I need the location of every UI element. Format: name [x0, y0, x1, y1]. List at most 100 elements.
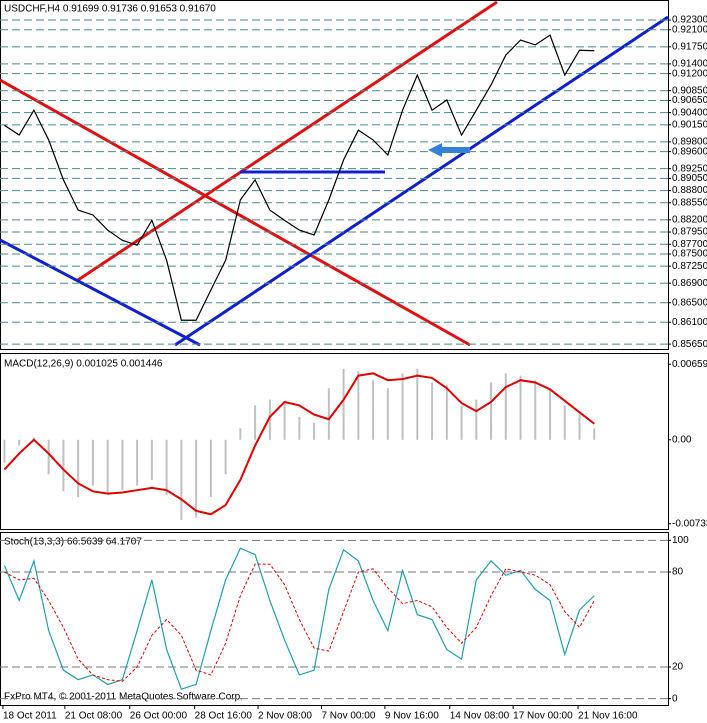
y-tick-label: 0.87250: [672, 261, 707, 272]
y-tick-label: 0.90150: [672, 119, 707, 130]
y-tick-label: 0.88550: [672, 197, 707, 208]
y-tick-label: 0.90850: [672, 85, 707, 96]
macd-bar: [563, 405, 566, 440]
macd-bar: [136, 439, 139, 486]
macd-bar: [298, 416, 301, 440]
macd-bar: [47, 439, 50, 475]
stoch-panel: [0, 532, 669, 706]
trendlines: [0, 0, 669, 347]
arrow: [428, 143, 470, 157]
y-tick-label: 0.88800: [672, 185, 707, 196]
x-tick-label: 7 Nov 00:00: [321, 711, 375, 722]
series-line: [4, 563, 595, 682]
macd-bar: [91, 439, 94, 486]
y-tick-label: 0.86500: [672, 297, 707, 308]
macd-bar: [519, 375, 522, 440]
macd-bar: [342, 368, 345, 440]
macd-bar: [460, 405, 463, 440]
blue-trendline: [174, 15, 669, 347]
x-tick-label: 9 Nov 16:00: [385, 711, 439, 722]
y-tick-label: 0.90400: [672, 107, 707, 118]
x-tick-label: 18 Oct 2011: [3, 711, 57, 722]
footer: FxPro MT4, © 2001-2011 MetaQuotes Softwa…: [4, 692, 243, 703]
macd-bar: [578, 414, 581, 440]
y-tick-label: 100: [672, 535, 689, 546]
macd-bar: [372, 380, 375, 440]
y-tick-label: 0: [672, 693, 678, 704]
macd-bar: [106, 439, 109, 493]
series-line: [4, 34, 595, 321]
series-line: [3, 547, 595, 690]
y-tick-label: 0.91200: [672, 68, 707, 79]
y-tick-label: 0.92100: [672, 24, 707, 35]
macd-bar: [18, 439, 21, 446]
y-tick-label: 0.92300: [672, 15, 707, 26]
y-tick-label: 0.006597: [672, 359, 707, 370]
y-tick-label: 0.89050: [672, 173, 707, 184]
macd-bar: [121, 439, 124, 491]
macd-title: MACD(12,26,9) 0.001025 0.001446: [4, 359, 163, 370]
macd-bar: [239, 428, 242, 440]
y-tick-label: 0.90650: [672, 95, 707, 106]
macd-bar: [431, 382, 434, 440]
macd-bar: [534, 380, 537, 440]
macd-bar: [504, 373, 507, 440]
macd-bar: [549, 388, 552, 440]
macd-bar: [209, 439, 212, 498]
macd-bar: [3, 439, 6, 463]
macd-bar: [254, 405, 257, 440]
y-tick-label: 0.00: [672, 434, 692, 445]
y-tick-label: 0.89600: [672, 146, 707, 157]
price-panel: [0, 0, 669, 350]
x-tick-label: 14 Nov 08:00: [450, 711, 510, 722]
red-trendline: [0, 78, 471, 347]
x-tick-label: 2 Nov 08:00: [258, 711, 312, 722]
macd-bar: [77, 439, 80, 498]
y-tick-label: 0.89800: [672, 137, 707, 148]
red-trendline: [77, 0, 498, 282]
macd-bar: [150, 439, 153, 480]
macd-bar: [416, 368, 419, 440]
y-tick-label: 0.86900: [672, 278, 707, 289]
macd-bar: [401, 373, 404, 440]
macd-bar: [224, 439, 227, 475]
macd-panel: [0, 353, 669, 530]
macd-bar: [475, 399, 478, 440]
macd-bar: [62, 439, 65, 492]
y-tick-label: 0.87500: [672, 249, 707, 260]
macd-bar: [283, 403, 286, 440]
y-tick-label: 0.85650: [672, 339, 707, 350]
y-tick-label: -0.007331: [672, 518, 707, 529]
y-tick-label: 0.91400: [672, 59, 707, 70]
blue-trendline: [0, 238, 201, 347]
macd-bar: [165, 439, 168, 495]
x-tick-label: 21 Nov 16:00: [578, 711, 638, 722]
x-tick-label: 21 Oct 08:00: [65, 711, 123, 722]
macd-bar: [313, 422, 316, 440]
macd-bar: [357, 371, 360, 440]
macd-bar: [593, 428, 596, 440]
macd-bar: [268, 399, 271, 440]
macd-bar: [445, 384, 448, 440]
x-tick-label: 17 Nov 00:00: [513, 711, 573, 722]
series-line: [3, 372, 595, 516]
y-tick-label: 0.88200: [672, 214, 707, 225]
x-tick-label: 28 Oct 16:00: [195, 711, 253, 722]
y-tick-label: 0.87700: [672, 239, 707, 250]
price-title: USDCHF,H4 0.91699 0.91736 0.91653 0.9167…: [4, 4, 216, 15]
x-tick-label: 26 Oct 00:00: [130, 711, 188, 722]
y-tick-label: 0.86100: [672, 317, 707, 328]
y-tick-label: 0.87950: [672, 227, 707, 238]
macd-bar: [195, 439, 198, 518]
stoch-title: Stoch(13,3,3) 66.5639 64.1707: [4, 537, 142, 548]
y-tick-label: 0.89250: [672, 163, 707, 174]
macd-bar: [180, 439, 183, 520]
macd-bar: [386, 388, 389, 440]
macd-bar: [327, 388, 330, 440]
y-tick-label: 20: [672, 662, 684, 673]
macd-bar: [490, 382, 493, 440]
y-tick-label: 0.91750: [672, 41, 707, 52]
y-tick-label: 80: [672, 567, 684, 578]
